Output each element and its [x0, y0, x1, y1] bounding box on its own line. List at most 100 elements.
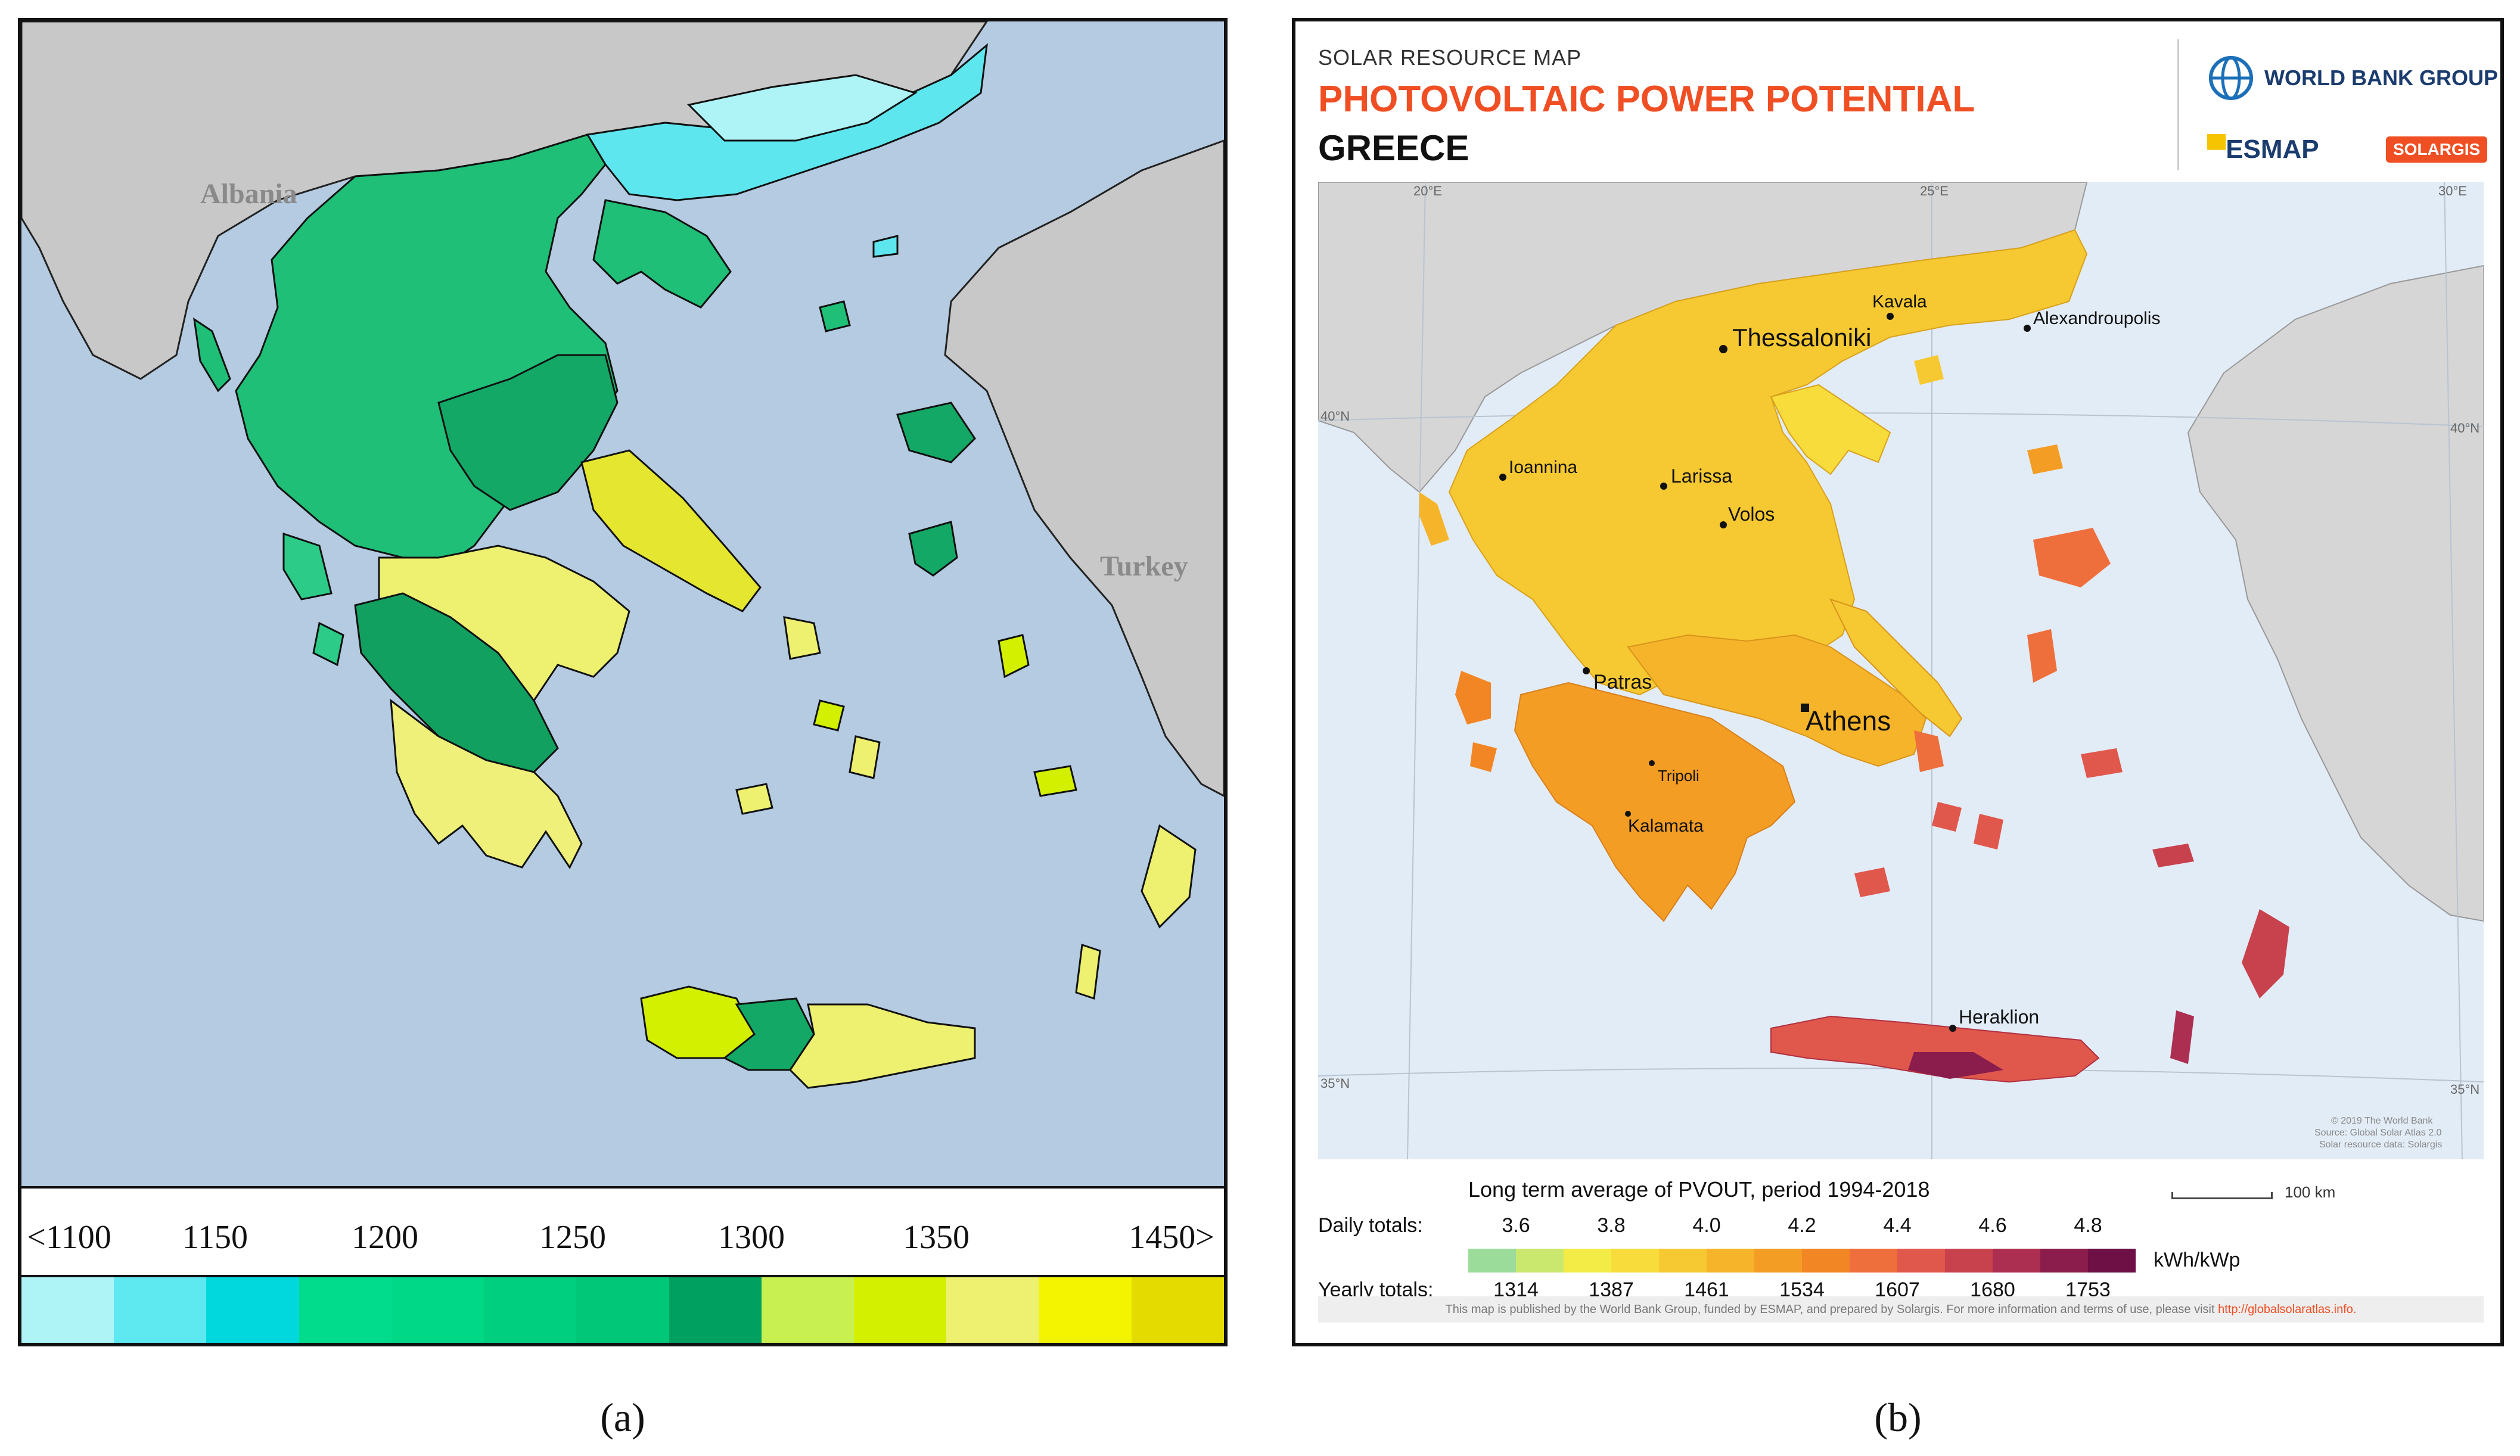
scale-label: 100 km — [2285, 1183, 2336, 1201]
island-kefalonia — [282, 532, 333, 601]
legend-title: Long term average of PVOUT, period 1994-… — [1468, 1177, 1930, 1202]
legend-a-swatch — [391, 1277, 484, 1343]
grid-label-lon: 30°E — [2438, 183, 2467, 198]
footer-text: This map is published by the World Bank … — [1445, 1303, 2218, 1316]
caption-a: (a) — [600, 1395, 645, 1440]
scale-bar — [2171, 1192, 2273, 1199]
city-marker — [1649, 760, 1655, 766]
island-naxos — [1974, 814, 2003, 850]
island-zakynthos — [1470, 742, 1497, 772]
island-samos — [2081, 748, 2123, 778]
legend-swatch — [2088, 1249, 2136, 1273]
map-footer: This map is published by the World Bank … — [1318, 1296, 2484, 1323]
island-lemnos — [2027, 444, 2063, 474]
city-label: Patras — [1593, 671, 1652, 693]
legend-swatch — [1897, 1249, 1945, 1273]
city-marker — [1887, 313, 1894, 320]
footer-link[interactable]: http://globalsolaratlas.info. — [2218, 1303, 2357, 1316]
esmap-logo-text: ESMAP — [2226, 135, 2319, 164]
legend-a-swatch — [206, 1277, 299, 1343]
island-zakynthos — [312, 621, 344, 667]
city-marker — [2024, 325, 2031, 332]
map-country: GREECE — [1318, 128, 1469, 168]
land-turkey — [2187, 265, 2484, 922]
city-marker — [1499, 474, 1506, 481]
panel-b-map-frame: SOLAR RESOURCE MAP PHOTOVOLTAIC POWER PO… — [1292, 18, 2504, 1346]
caption-b: (b) — [1874, 1395, 1922, 1440]
panel-b-header: SOLAR RESOURCE MAP PHOTOVOLTAIC POWER PO… — [1295, 21, 2500, 182]
region-peloponnese-north — [354, 592, 559, 773]
legend-swatch — [1754, 1249, 1802, 1273]
legend-a-labels: <1100 1150 1200 1250 1300 1350 1450> — [21, 1189, 1224, 1278]
island-kos — [2152, 844, 2194, 867]
legend-swatch — [1945, 1249, 1993, 1273]
legend-swatch — [1516, 1249, 1564, 1273]
legend-a-label: 1250 — [539, 1219, 606, 1256]
panel-a-map-frame: Albania Turkey <1100 1150 1200 1250 1300… — [18, 18, 1228, 1346]
legend-swatch — [1659, 1249, 1707, 1273]
city-label: Kavala — [1872, 292, 1927, 312]
legend-colorbar — [1468, 1249, 2136, 1273]
island-crete-east — [789, 1003, 976, 1089]
island-corfu — [193, 317, 231, 393]
island-milos — [1854, 867, 1890, 897]
region-chalkidiki — [592, 199, 732, 309]
capital-marker — [1801, 704, 1809, 712]
island-crete-mid — [723, 997, 815, 1071]
island-rhodes — [2242, 909, 2289, 998]
daily-value: 4.2 — [1788, 1214, 1816, 1237]
city-label: Ioannina — [1509, 458, 1577, 477]
city-marker — [1583, 667, 1590, 674]
island-paros — [1932, 802, 1962, 832]
credit-line: Solar resource data: Solargis — [2319, 1140, 2442, 1150]
header-divider — [2177, 39, 2179, 170]
region-euboea — [580, 449, 762, 612]
island-karpathos — [2170, 1010, 2194, 1064]
legend-a-swatch — [114, 1277, 207, 1343]
island-paros — [813, 699, 845, 732]
land-turkey — [944, 139, 1224, 797]
city-label: Volos — [1728, 503, 1775, 525]
world-bank-logo: WORLD BANK GROUP — [2207, 54, 2498, 102]
panel-b-legend: Long term average of PVOUT, period 1994-… — [1295, 1159, 2500, 1314]
island-corfu — [1419, 492, 1449, 546]
legend-a-label: 1350 — [903, 1219, 970, 1256]
daily-value: 4.4 — [1883, 1214, 1912, 1237]
region-euboea — [1829, 598, 1963, 738]
region-chalkidiki — [1770, 384, 1891, 475]
panel-a-legend: <1100 1150 1200 1250 1300 1350 1450> — [21, 1186, 1224, 1343]
crete-hotspot — [1908, 1052, 2003, 1079]
island-crete — [1770, 1015, 2100, 1083]
map-title: PHOTOVOLTAIC POWER POTENTIAL — [1318, 79, 1975, 120]
legend-a-label: <1100 — [27, 1219, 111, 1256]
island-kefalonia — [1455, 671, 1491, 724]
legend-unit: kWh/kWp — [2154, 1249, 2241, 1271]
solargis-logo: SOLARGIS — [2386, 136, 2488, 163]
city-label: Alexandroupolis — [2033, 309, 2160, 328]
world-bank-logo-text: WORLD BANK GROUP — [2264, 66, 2498, 90]
panel-b-map: 20°E 25°E 30°E 40°N 40°N 35°N 35°N — [1318, 182, 2484, 1159]
island-samothraki — [872, 235, 899, 258]
legend-swatch — [1564, 1249, 1611, 1273]
grid-label-lat: 40°N — [2450, 421, 2479, 435]
legend-a-label: 1450> — [1129, 1219, 1214, 1256]
island-milos — [735, 783, 773, 815]
daily-totals-label: Daily totals: — [1318, 1214, 1423, 1237]
city-label: Thessaloniki — [1732, 323, 1871, 351]
island-lesvos — [908, 521, 958, 577]
region-peloponnese-south — [390, 698, 583, 869]
esmap-logo: ▀ESMAP — [2207, 135, 2319, 164]
island-lemnos — [896, 402, 976, 463]
island-karpathos — [1075, 943, 1101, 1000]
legend-a-colorbar — [21, 1275, 1224, 1343]
city-marker — [1719, 345, 1727, 353]
grid-label-lon: 25°E — [1920, 183, 1949, 198]
island-chios — [2027, 629, 2057, 683]
region-north-greece — [1448, 229, 2088, 696]
daily-value: 4.6 — [1978, 1214, 2007, 1237]
region-peloponnese — [1514, 682, 1796, 922]
legend-a-label: 1300 — [718, 1219, 785, 1256]
legend-a-swatch — [21, 1277, 114, 1343]
island-naxos — [849, 735, 881, 779]
daily-value: 4.8 — [2074, 1214, 2102, 1237]
